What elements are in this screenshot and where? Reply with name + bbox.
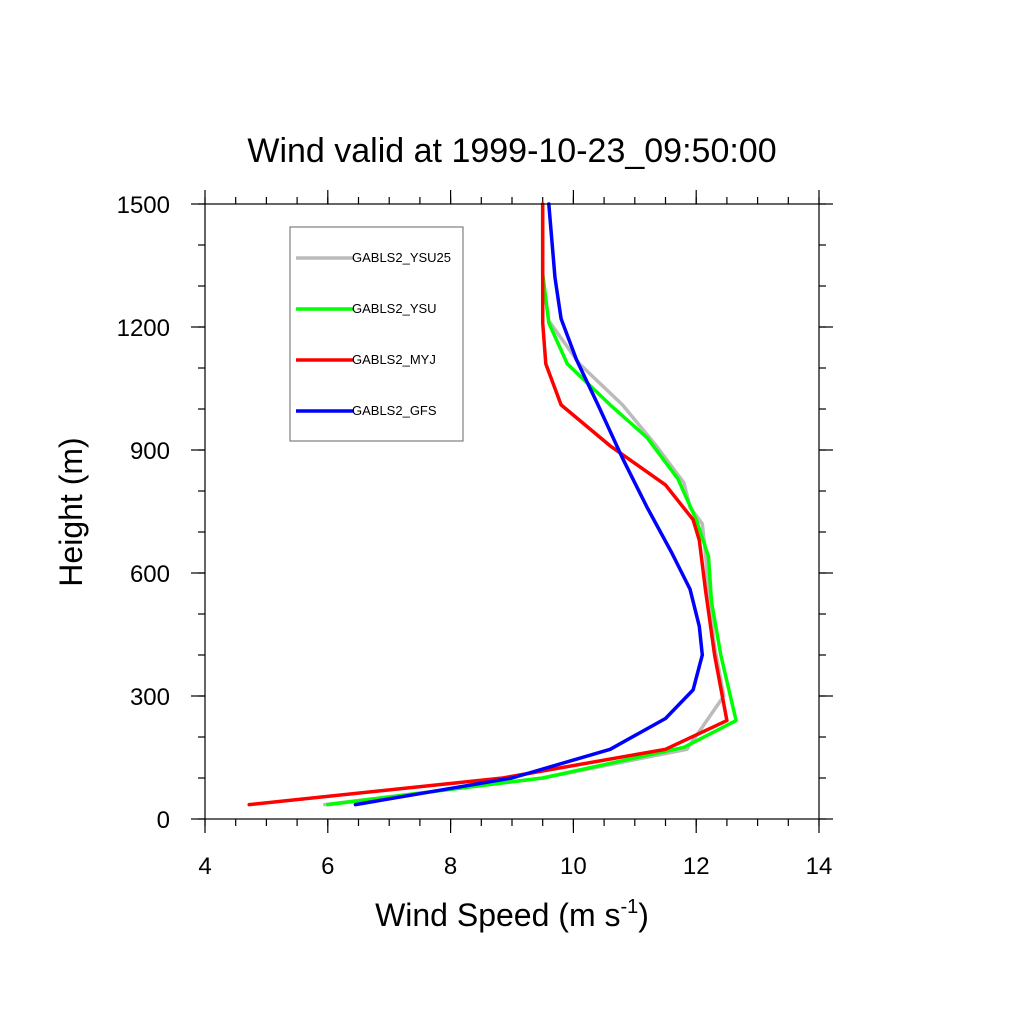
x-axis-label: Wind Speed (m s-1) xyxy=(375,896,649,933)
y-tick-label: 600 xyxy=(130,561,170,588)
legend-label: GABLS2_YSU xyxy=(352,301,437,316)
y-tick-label: 900 xyxy=(130,438,170,465)
chart-title: Wind valid at 1999-10-23_09:50:00 xyxy=(247,132,776,170)
x-tick-label: 8 xyxy=(444,853,457,880)
legend: GABLS2_YSU25 GABLS2_YSU GABLS2_MYJ GABLS2_G… xyxy=(289,226,464,442)
series-group xyxy=(247,202,738,807)
x-tick-label: 4 xyxy=(198,853,211,880)
series-line-gabls2-ysu xyxy=(326,202,738,807)
x-tick-label: 10 xyxy=(560,853,587,880)
x-axis-label-end: ) xyxy=(638,897,649,933)
y-axis-label: Height (m) xyxy=(53,437,89,586)
x-tick-label: 14 xyxy=(806,853,833,880)
legend-box xyxy=(289,226,464,442)
y-tick-label: 0 xyxy=(157,807,170,834)
y-tick-label: 300 xyxy=(130,684,170,711)
legend-label: GABLS2_GFS xyxy=(352,403,437,418)
x-tick-labels: 4 6 8 10 12 14 xyxy=(198,853,832,880)
y-tick-label: 1200 xyxy=(117,315,170,342)
legend-label: GABLS2_MYJ xyxy=(352,352,436,367)
x-tick-label: 6 xyxy=(321,853,334,880)
legend-label: GABLS2_YSU25 xyxy=(352,250,451,265)
x-axis-label-main: Wind Speed (m s xyxy=(375,897,620,933)
series-line-gabls2-myj xyxy=(247,202,729,807)
axis-ticks xyxy=(191,190,833,833)
x-tick-label: 12 xyxy=(683,853,710,880)
y-tick-label: 1500 xyxy=(117,192,170,219)
series-line-gabls2-gfs xyxy=(353,202,705,807)
y-tick-labels: 0 300 600 900 1200 1500 xyxy=(117,192,170,834)
x-axis-label-superscript: -1 xyxy=(620,896,638,918)
plot-frame xyxy=(204,203,820,820)
